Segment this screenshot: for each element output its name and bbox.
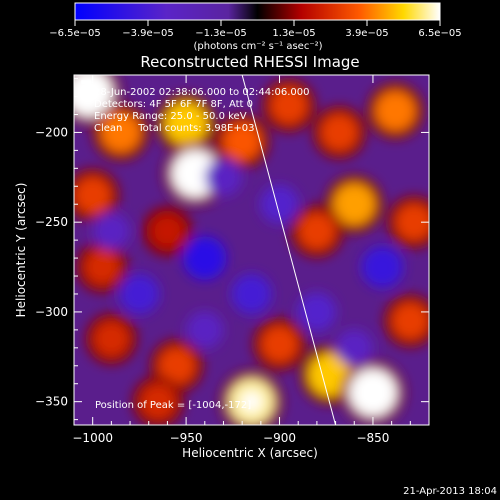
annotation-counts: Clean Total counts: 3.98E+03 (94, 123, 254, 134)
blob-25 (260, 184, 299, 224)
blob-2 (164, 101, 208, 146)
blob-29 (204, 158, 243, 196)
colorbar-ticks: −6.5e−05 −3.9e−05 −1.3e−05 1.3e−05 3.9e−05 6.… (49, 20, 462, 39)
blob-22 (183, 236, 227, 280)
y-axis-label: Heliocentric Y (arcsec) (14, 183, 28, 318)
blob-19 (391, 302, 429, 340)
y-tick-label: −250 (35, 215, 68, 229)
colorbar-tick-label: 3.9e−05 (345, 28, 388, 39)
blob-12 (84, 249, 120, 285)
x-tick-label: −1000 (72, 431, 113, 445)
blob-10 (333, 183, 376, 226)
blob-core-3 (184, 162, 207, 185)
annotation-energy: Energy Range: 25.0 - 50.0 keV (94, 111, 247, 122)
blob-11 (298, 212, 336, 250)
blob-4 (222, 122, 262, 161)
blob-1 (100, 112, 141, 153)
peak-marker (81, 80, 92, 85)
colorbar (74, 2, 441, 21)
x-tick-label: −900 (263, 431, 296, 445)
blob-27 (297, 292, 337, 332)
x-tick-label: −950 (170, 431, 203, 445)
colorbar-tick-label: −1.3e−05 (195, 28, 247, 39)
colorbar-tick-label: −3.9e−05 (122, 28, 174, 39)
footer-timestamp: 21-Apr-2013 18:04 (403, 486, 497, 497)
blob-26 (361, 246, 404, 288)
blob-28 (92, 212, 130, 250)
colorbar-tick-label: 1.3e−05 (272, 28, 315, 39)
colorbar-tick-label: −6.5e−05 (49, 28, 101, 39)
blob-9 (375, 90, 416, 132)
peak-position-label: Position of Peak = [-1004,-172] (95, 400, 251, 411)
blob-31 (186, 311, 224, 349)
blob-14 (158, 347, 196, 385)
y-axis-ticks: −200 −250 −300 −350 (35, 78, 429, 421)
blob-20 (395, 203, 429, 241)
blob-5 (74, 176, 112, 214)
blob-24 (231, 273, 272, 315)
blob-30 (335, 329, 373, 367)
blob-7 (270, 86, 308, 125)
y-tick-label: −300 (35, 305, 68, 319)
blob-8 (320, 113, 358, 152)
blob-23 (119, 273, 160, 315)
annotation-detectors: Detectors: 4F 5F 6F 7F 8F, Att 0 (94, 99, 253, 110)
y-tick-label: −350 (35, 395, 68, 409)
colorbar-units: (photons cm⁻² s⁻¹ asec⁻²) (193, 41, 322, 52)
chart-title: Reconstructed RHESSI Image (140, 53, 359, 71)
y-tick-label: −200 (35, 125, 68, 139)
x-axis-ticks: −1000 −950 −900 −850 (72, 75, 411, 445)
blob-16 (260, 325, 299, 363)
blob-6 (150, 214, 185, 249)
blob-21 (140, 383, 176, 420)
blob-core-0 (78, 82, 100, 104)
blob-13 (93, 321, 130, 357)
plot-frame (73, 74, 430, 426)
intensity-blobs (74, 75, 429, 425)
blob-core-18 (362, 381, 384, 404)
x-axis-label: Heliocentric X (arcsec) (182, 446, 318, 460)
colorbar-tick-label: 6.5e−05 (418, 28, 461, 39)
x-tick-label: −850 (356, 431, 389, 445)
blob-core-15 (241, 391, 262, 413)
annotation-time: 28-Jun-2002 02:38:06.000 to 02:44:06.000 (94, 87, 310, 98)
solar-limb-line (241, 75, 337, 425)
